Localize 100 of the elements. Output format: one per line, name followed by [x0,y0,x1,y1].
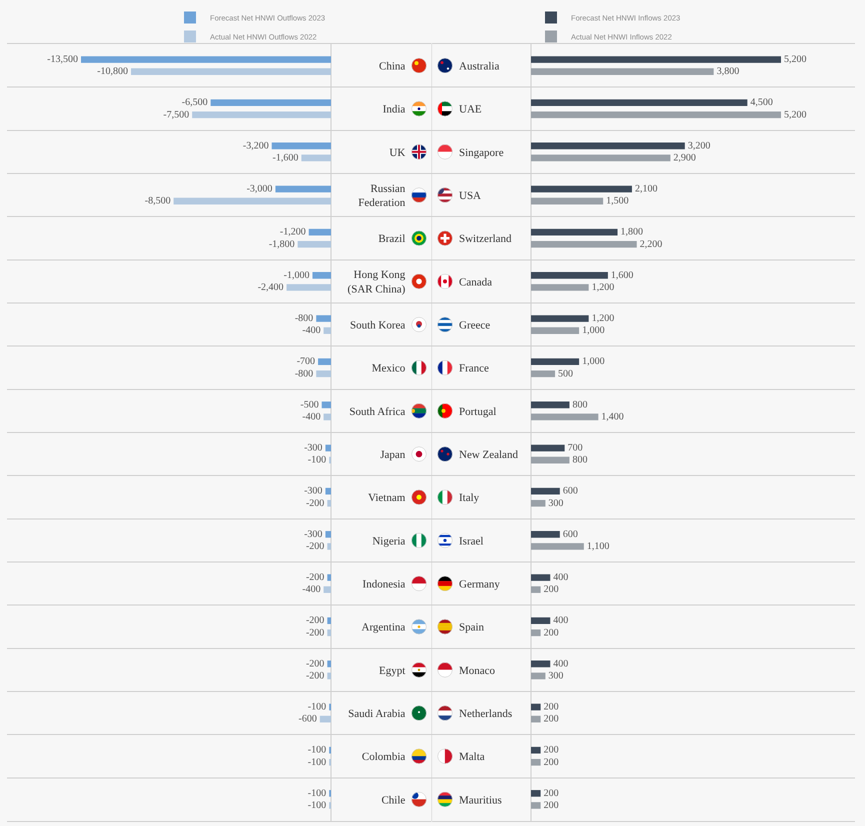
data-label: 700 [568,442,583,454]
data-label: 200 [544,744,559,756]
data-label: 5,200 [784,109,806,120]
data-label: 5,200 [784,54,806,66]
bar [531,284,589,291]
data-label: -1,800 [268,238,295,250]
bar [531,198,604,204]
y-tick-label: UAE [459,104,482,116]
y-tick-label: Brazil [378,233,406,246]
bar [531,444,565,452]
bar [531,790,541,797]
y-tick-label: Netherlands [459,708,512,720]
bar [531,358,580,366]
y-tick-label: India [382,104,406,116]
y-tick-label: Monaco [459,664,496,677]
data-label: 1,200 [592,313,614,324]
data-label: 600 [562,486,578,497]
bar [531,500,546,507]
y-tick-label: Germany [459,578,500,590]
data-label: 1,600 [610,270,634,281]
data-label: -7,500 [163,109,190,120]
data-label: -200 [306,658,324,670]
y-tick-label: South Korea [350,319,406,332]
data-label: 400 [553,658,568,670]
data-label: 300 [548,498,564,509]
y-tick-label: Australia [459,60,500,72]
data-label: 2,900 [673,152,696,164]
data-label: -400 [302,325,321,336]
y-tick-label: Egypt [379,664,406,677]
y-tick-label: Singapore [459,146,504,159]
data-label: -1,000 [284,270,310,281]
bar [531,586,541,593]
bar [531,56,781,63]
y-tick-label: Hong Kong (SAR China) [348,269,406,296]
y-tick-label: Chile [381,794,406,806]
bar [531,240,637,248]
data-label: -100 [308,756,326,768]
data-label: 200 [544,702,559,713]
y-tick-label: Malta [459,751,485,764]
bar [531,704,541,710]
data-label: -600 [298,714,317,725]
bar [531,456,570,464]
data-label: -100 [308,744,326,756]
data-label: -3,000 [246,184,272,195]
y-tick-label: Nigeria [372,535,406,548]
data-label: -500 [300,399,319,410]
data-label: 1,200 [592,282,614,293]
bar [531,574,550,581]
y-tick-label: South Africa [349,406,406,418]
bar [531,660,550,668]
data-label: -13,500 [47,54,78,66]
data-label: 800 [572,454,588,466]
data-label: -100 [308,800,326,811]
data-label: 1,500 [606,196,629,207]
y-tick-label: Colombia [362,751,406,764]
data-label: 2,100 [634,184,658,195]
data-label: 1,100 [586,540,610,552]
data-label: -200 [306,627,324,638]
data-label: -100 [308,788,326,799]
data-label: 1,000 [582,356,605,368]
y-tick-label: Greece [459,319,490,332]
data-label: 800 [572,399,588,410]
bar [531,758,541,766]
bar [531,327,580,334]
bar [531,402,570,408]
data-label: -200 [306,498,324,509]
bar [531,272,608,279]
data-label: -800 [294,368,314,380]
data-label: 1,800 [620,226,644,238]
data-label: 400 [553,572,568,584]
data-label: -700 [296,356,316,368]
data-label: -200 [306,572,324,584]
data-label: 500 [558,368,574,380]
y-tick-label: Mauritius [459,794,502,806]
data-label: -3,200 [242,140,269,152]
data-label: 200 [544,584,559,596]
y-tick-label: USA [459,190,482,202]
data-label: -2,400 [258,282,284,293]
bar [531,802,541,809]
bar [531,370,556,378]
data-label: 2,200 [640,238,662,250]
bar [531,531,560,538]
bar [531,154,670,162]
y-tick-label: Saudi Arabia [348,708,406,720]
data-label: -100 [308,702,326,713]
data-label: 600 [562,528,578,540]
data-label: 200 [544,800,559,811]
data-label: 200 [544,627,559,638]
y-tick-label: Switzerland [459,233,512,246]
data-label: -300 [304,528,322,540]
bar [531,99,748,106]
bar [531,672,546,680]
bar [531,617,550,624]
data-label: 400 [553,615,568,626]
bar [531,68,714,75]
data-label: 300 [548,670,564,682]
data-label: 200 [544,714,559,725]
bar [531,543,584,550]
y-tick-label: New Zealand [459,448,518,461]
y-tick-label: Vietnam [368,492,406,504]
